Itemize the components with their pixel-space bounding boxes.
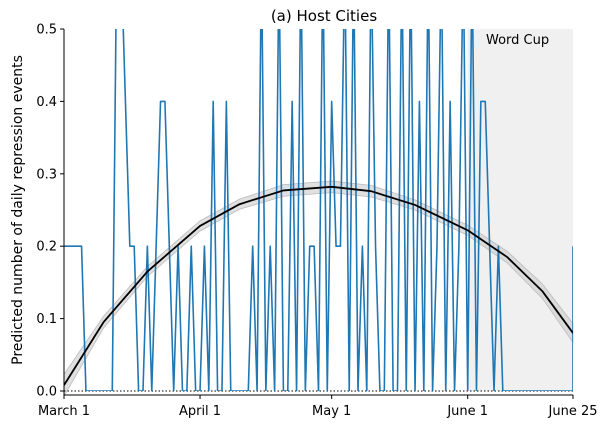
x-tick-label: April 1 [179, 404, 221, 419]
shaded-region-label: Word Cup [486, 33, 549, 48]
y-tick-label: 0.2 [36, 240, 57, 255]
x-tick-label: March 1 [38, 404, 90, 419]
y-tick-label: 0.1 [36, 312, 57, 327]
series-predicted-line [64, 185, 573, 386]
series-observed-line [64, 29, 573, 391]
y-tick-label: 0.4 [36, 95, 57, 110]
x-tick-label: June 25 [548, 404, 598, 419]
y-tick-label: 0.0 [36, 385, 57, 400]
x-tick-label: May 1 [312, 404, 351, 419]
shaded-region [467, 29, 573, 391]
y-axis-label: Predicted number of daily repression eve… [10, 55, 26, 365]
chart-title: (a) Host Cities [271, 7, 378, 25]
x-tick-label: June 1 [446, 404, 488, 419]
y-tick-label: 0.5 [36, 23, 57, 38]
y-tick-label: 0.3 [36, 167, 57, 182]
